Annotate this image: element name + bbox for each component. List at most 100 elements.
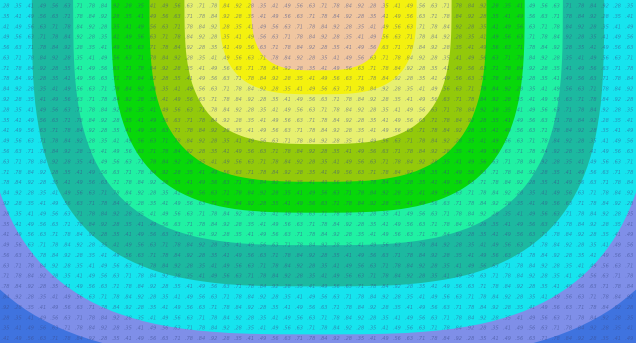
cell-label: .41	[368, 128, 376, 134]
cell-label: .63	[258, 45, 266, 51]
cell-label: .35	[527, 87, 535, 93]
cell-label: .49	[393, 326, 401, 332]
cell-label: .71	[307, 14, 315, 20]
cell-label: .78	[283, 45, 291, 51]
cell-label: .92	[381, 295, 389, 301]
cell-label: .63	[271, 139, 279, 145]
cell-label: .56	[161, 326, 169, 332]
cell-label: .41	[50, 295, 58, 301]
cell-label: .63	[2, 263, 10, 269]
cell-label: .35	[381, 315, 389, 321]
cell-label: .49	[283, 4, 291, 10]
cell-label: .63	[601, 66, 609, 72]
cell-label: .35	[50, 284, 58, 290]
cell-label: .84	[527, 56, 535, 62]
cell-label: .56	[527, 14, 535, 20]
cell-label: .63	[332, 87, 340, 93]
cell-label: .92	[589, 222, 597, 228]
cell-label: .71	[124, 274, 132, 280]
cell-label: .63	[38, 232, 46, 238]
cell-label: .49	[124, 35, 132, 41]
cell-label: .63	[173, 14, 181, 20]
cell-label: .71	[87, 97, 95, 103]
cell-label: .28	[75, 149, 83, 155]
cell-label: .56	[38, 118, 46, 124]
cell-label: .49	[99, 263, 107, 269]
cell-label: .49	[320, 284, 328, 290]
cell-label: .92	[454, 24, 462, 30]
cell-label: .84	[613, 191, 621, 197]
cell-label: .63	[173, 222, 181, 228]
cell-label: .71	[50, 336, 58, 342]
cell-label: .35	[112, 232, 120, 238]
cell-label: .28	[148, 87, 156, 93]
cell-label: .49	[381, 128, 389, 134]
cell-label: .41	[26, 107, 34, 113]
cell-label: .56	[503, 243, 511, 249]
cell-label: .84	[552, 139, 560, 145]
cell-label: .63	[258, 253, 266, 259]
cell-label: .56	[613, 253, 621, 259]
cell-label: .41	[63, 76, 71, 82]
cell-label: .71	[368, 66, 376, 72]
cell-label: .49	[479, 149, 487, 155]
cell-label: .56	[381, 243, 389, 249]
cell-label: .49	[576, 66, 584, 72]
cell-label: .84	[454, 14, 462, 20]
cell-label: .35	[479, 232, 487, 238]
cell-label: .35	[613, 326, 621, 332]
cell-label: .49	[613, 35, 621, 41]
cell-label: .92	[344, 14, 352, 20]
cell-label: .63	[466, 284, 474, 290]
cell-label: .84	[283, 159, 291, 165]
cell-label: .56	[393, 336, 401, 342]
cell-label: .41	[527, 201, 535, 207]
cell-label: .63	[234, 170, 242, 176]
cell-label: .49	[283, 211, 291, 217]
cell-label: .28	[50, 274, 58, 280]
cell-label: .35	[540, 284, 548, 290]
cell-label: .71	[417, 232, 425, 238]
cell-label: .92	[295, 263, 303, 269]
cell-label: .35	[234, 232, 242, 238]
cell-label: .78	[491, 284, 499, 290]
cell-label: .35	[344, 139, 352, 145]
cell-label: .35	[601, 128, 609, 134]
cell-label: .63	[479, 66, 487, 72]
cell-label: .78	[246, 284, 254, 290]
cell-label: .71	[430, 222, 438, 228]
cell-label: .63	[589, 180, 597, 186]
cell-label: .71	[14, 159, 22, 165]
cell-label: .63	[246, 56, 254, 62]
cell-label: .28	[63, 263, 71, 269]
cell-label: .49	[271, 14, 279, 20]
cell-label: .35	[320, 263, 328, 269]
cell-label: .49	[161, 107, 169, 113]
cell-label: .28	[613, 107, 621, 113]
cell-label: .35	[564, 263, 572, 269]
cell-label: .49	[136, 336, 144, 342]
cell-label: .63	[50, 326, 58, 332]
cell-label: .84	[246, 191, 254, 197]
cell-label: .63	[209, 295, 217, 301]
cell-label: .71	[491, 274, 499, 280]
cell-label: .78	[491, 76, 499, 82]
cell-label: .92	[222, 222, 230, 228]
cell-label: .28	[540, 274, 548, 280]
cell-label: .78	[38, 253, 46, 259]
cell-label: .92	[332, 128, 340, 134]
cell-label: .28	[589, 128, 597, 134]
cell-label: .56	[527, 326, 535, 332]
cell-label: .49	[124, 243, 132, 249]
cell-label: .28	[540, 170, 548, 176]
cell-label: .41	[430, 284, 438, 290]
cell-label: .78	[75, 14, 83, 20]
cell-label: .78	[173, 139, 181, 145]
cell-label: .35	[625, 315, 633, 321]
cell-label: .56	[63, 97, 71, 103]
cell-label: .63	[552, 315, 560, 321]
cell-label: .92	[479, 4, 487, 10]
cell-label: .71	[136, 159, 144, 165]
cell-label: .49	[38, 211, 46, 217]
cell-label: .41	[197, 274, 205, 280]
